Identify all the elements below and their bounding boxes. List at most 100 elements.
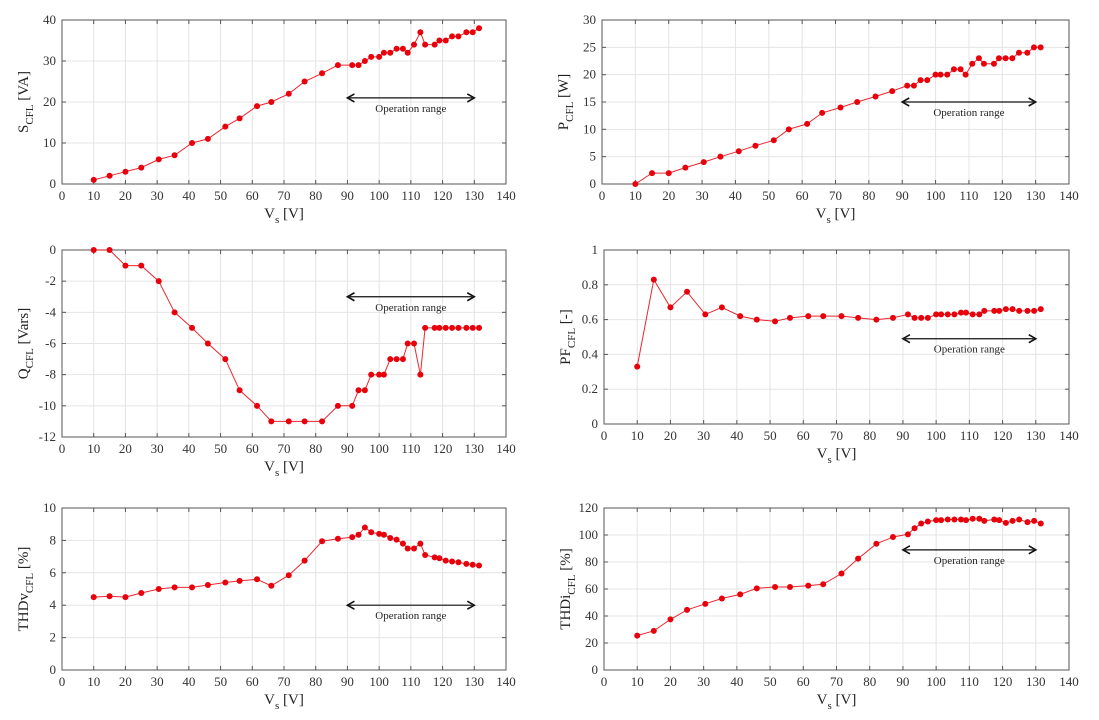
data-point xyxy=(819,109,826,116)
y-tick-label: 0 xyxy=(50,662,57,677)
data-point xyxy=(950,66,957,73)
data-point xyxy=(449,33,456,40)
x-axis-label: Vs [V] xyxy=(264,206,304,226)
data-point xyxy=(980,60,987,67)
data-point xyxy=(958,309,965,316)
data-point xyxy=(138,164,145,171)
data-point xyxy=(436,324,443,331)
y-tick-label: 40 xyxy=(585,608,598,623)
data-point xyxy=(254,576,261,583)
data-point xyxy=(962,71,969,78)
y-tick-label: 6 xyxy=(50,565,57,580)
y-tick-label: -6 xyxy=(45,336,56,351)
data-point xyxy=(1037,306,1044,313)
y-axis-label-unit: [%] xyxy=(558,548,574,574)
data-point xyxy=(1009,55,1016,62)
x-tick-label: 40 xyxy=(730,674,743,689)
data-point xyxy=(805,313,812,320)
y-tick-label: 0.8 xyxy=(582,277,598,292)
x-tick-label: 10 xyxy=(87,674,100,689)
data-point xyxy=(772,318,779,325)
data-point xyxy=(222,356,229,363)
data-point xyxy=(1016,307,1023,314)
data-point xyxy=(632,181,639,187)
y-axis-label: SCFL [VA] xyxy=(16,71,36,133)
x-tick-label: 0 xyxy=(601,674,608,689)
x-tick-label: 70 xyxy=(278,674,291,689)
x-tick-label: 40 xyxy=(182,674,195,689)
x-tick-label: 110 xyxy=(960,674,979,689)
data-point xyxy=(1024,49,1031,56)
x-tick-label: 40 xyxy=(729,188,742,203)
x-tick-label: 90 xyxy=(341,674,354,689)
data-point xyxy=(924,314,931,321)
x-tick-label: 90 xyxy=(341,188,354,203)
x-axis-label-main: V xyxy=(264,206,275,222)
x-axis-label: Vs [V] xyxy=(264,692,304,712)
x-tick-label: 20 xyxy=(119,441,132,456)
x-axis-label-sub: s xyxy=(827,700,831,712)
data-point xyxy=(90,176,97,183)
y-tick-label: 0.2 xyxy=(582,381,598,396)
data-point xyxy=(417,371,424,378)
y-axis-label-main: THDv xyxy=(16,593,32,632)
arrowhead-right-icon xyxy=(466,292,476,302)
x-tick-label: 90 xyxy=(896,428,909,443)
data-point xyxy=(122,262,129,269)
data-point xyxy=(171,309,178,316)
data-point xyxy=(376,371,383,378)
data-point xyxy=(1031,307,1038,314)
x-axis-label-sub: s xyxy=(275,214,279,226)
x-axis-label-main: V xyxy=(816,206,827,222)
data-point xyxy=(355,387,362,394)
x-tick-label: 60 xyxy=(797,428,810,443)
data-point xyxy=(236,387,243,394)
x-tick-label: 120 xyxy=(993,428,1013,443)
operation-range-label: Operation range xyxy=(934,344,1005,356)
data-point xyxy=(718,304,725,311)
data-point xyxy=(417,29,424,36)
x-tick-label: 70 xyxy=(278,441,291,456)
y-axis-label: THDvCFL [%] xyxy=(16,547,36,632)
y-tick-label: 20 xyxy=(43,94,56,109)
data-point xyxy=(1024,307,1031,314)
x-tick-label: 120 xyxy=(993,188,1013,203)
data-point xyxy=(938,311,945,318)
data-point xyxy=(189,324,196,331)
data-point xyxy=(1016,516,1023,523)
x-tick-label: 120 xyxy=(433,441,453,456)
data-point xyxy=(951,516,958,523)
data-point xyxy=(411,340,418,347)
y-tick-label: 0 xyxy=(590,176,597,191)
x-tick-label: 100 xyxy=(369,188,389,203)
x-tick-label: 40 xyxy=(730,428,743,443)
x-axis-label-main: V xyxy=(264,459,275,475)
data-point xyxy=(649,170,656,177)
chart-thdv: 0 10 20 30 40 50 60 70 80 90 100 110 120 130 140 0 2 4 6 8 1… xyxy=(16,500,516,712)
data-point xyxy=(753,585,760,592)
y-tick-label: 15 xyxy=(583,94,596,109)
data-point xyxy=(737,591,744,598)
data-point xyxy=(254,402,261,409)
x-tick-label: 20 xyxy=(662,188,675,203)
data-point xyxy=(422,324,429,331)
data-point xyxy=(944,311,951,318)
data-point xyxy=(981,517,988,524)
data-point xyxy=(735,148,742,155)
y-axis-label-unit: [Vars] xyxy=(16,308,32,348)
x-tick-label: 0 xyxy=(59,674,66,689)
data-point xyxy=(387,356,394,363)
data-point xyxy=(442,557,449,564)
data-point xyxy=(684,288,691,295)
data-point xyxy=(752,142,759,149)
data-point xyxy=(911,314,918,321)
y-tick-label: 0 xyxy=(50,176,57,191)
data-point xyxy=(1002,306,1009,313)
data-point xyxy=(991,307,998,314)
data-point xyxy=(770,137,777,144)
data-point xyxy=(380,371,387,378)
y-tick-label: -12 xyxy=(39,429,56,444)
data-point xyxy=(963,309,970,316)
data-point xyxy=(368,371,375,378)
data-point xyxy=(422,551,429,558)
